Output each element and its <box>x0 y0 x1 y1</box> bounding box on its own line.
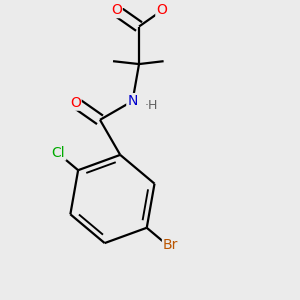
Text: ·H: ·H <box>145 99 158 112</box>
Text: O: O <box>156 3 167 17</box>
Text: O: O <box>111 3 122 17</box>
Text: N: N <box>127 94 138 108</box>
Text: O: O <box>70 96 81 110</box>
Text: Br: Br <box>163 238 178 252</box>
Text: Cl: Cl <box>52 146 65 160</box>
